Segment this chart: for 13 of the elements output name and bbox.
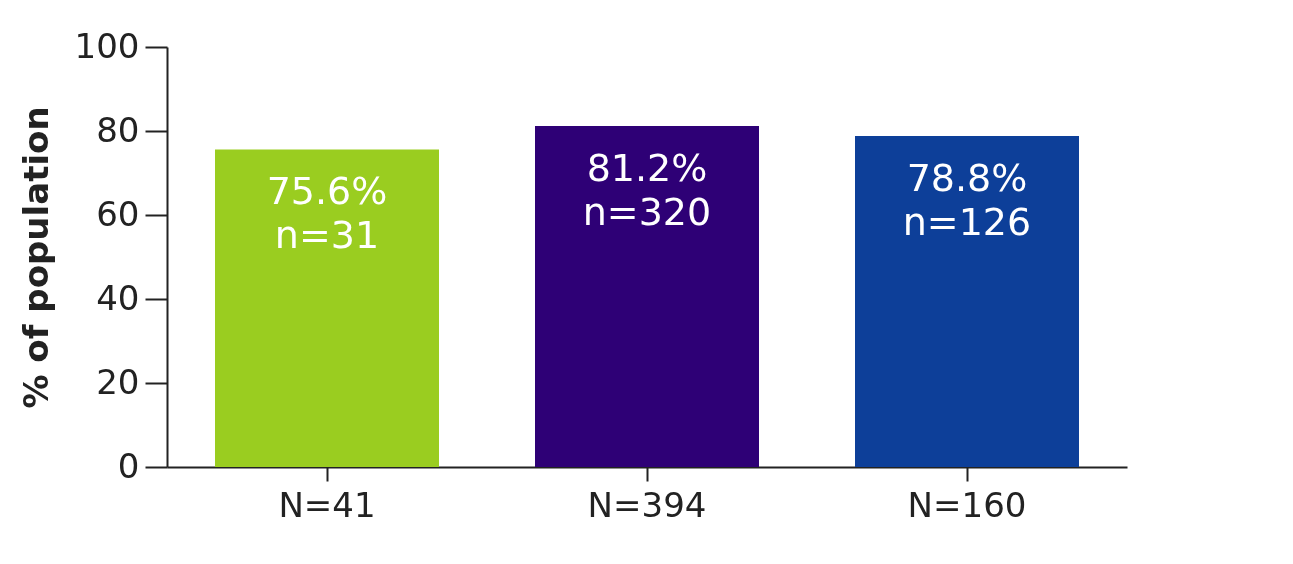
y-tick-label: 20 [96, 361, 140, 402]
x-tick-label: N=394 [587, 484, 707, 525]
y-tick-label: 0 [117, 445, 140, 486]
y-tick-label: 100 [74, 25, 140, 66]
data-label: 81.2% n=320 [582, 145, 712, 234]
x-tick-label: N=160 [907, 484, 1027, 525]
y-tick-label: 60 [96, 193, 140, 234]
data-label: 75.6% n=31 [266, 169, 388, 258]
y-tick-label: 80 [96, 109, 140, 150]
y-axis-title: % of population [15, 106, 56, 409]
y-tick-label: 40 [96, 277, 140, 318]
data-label: 78.8% n=126 [902, 156, 1032, 245]
x-tick-label: N=41 [278, 484, 376, 525]
